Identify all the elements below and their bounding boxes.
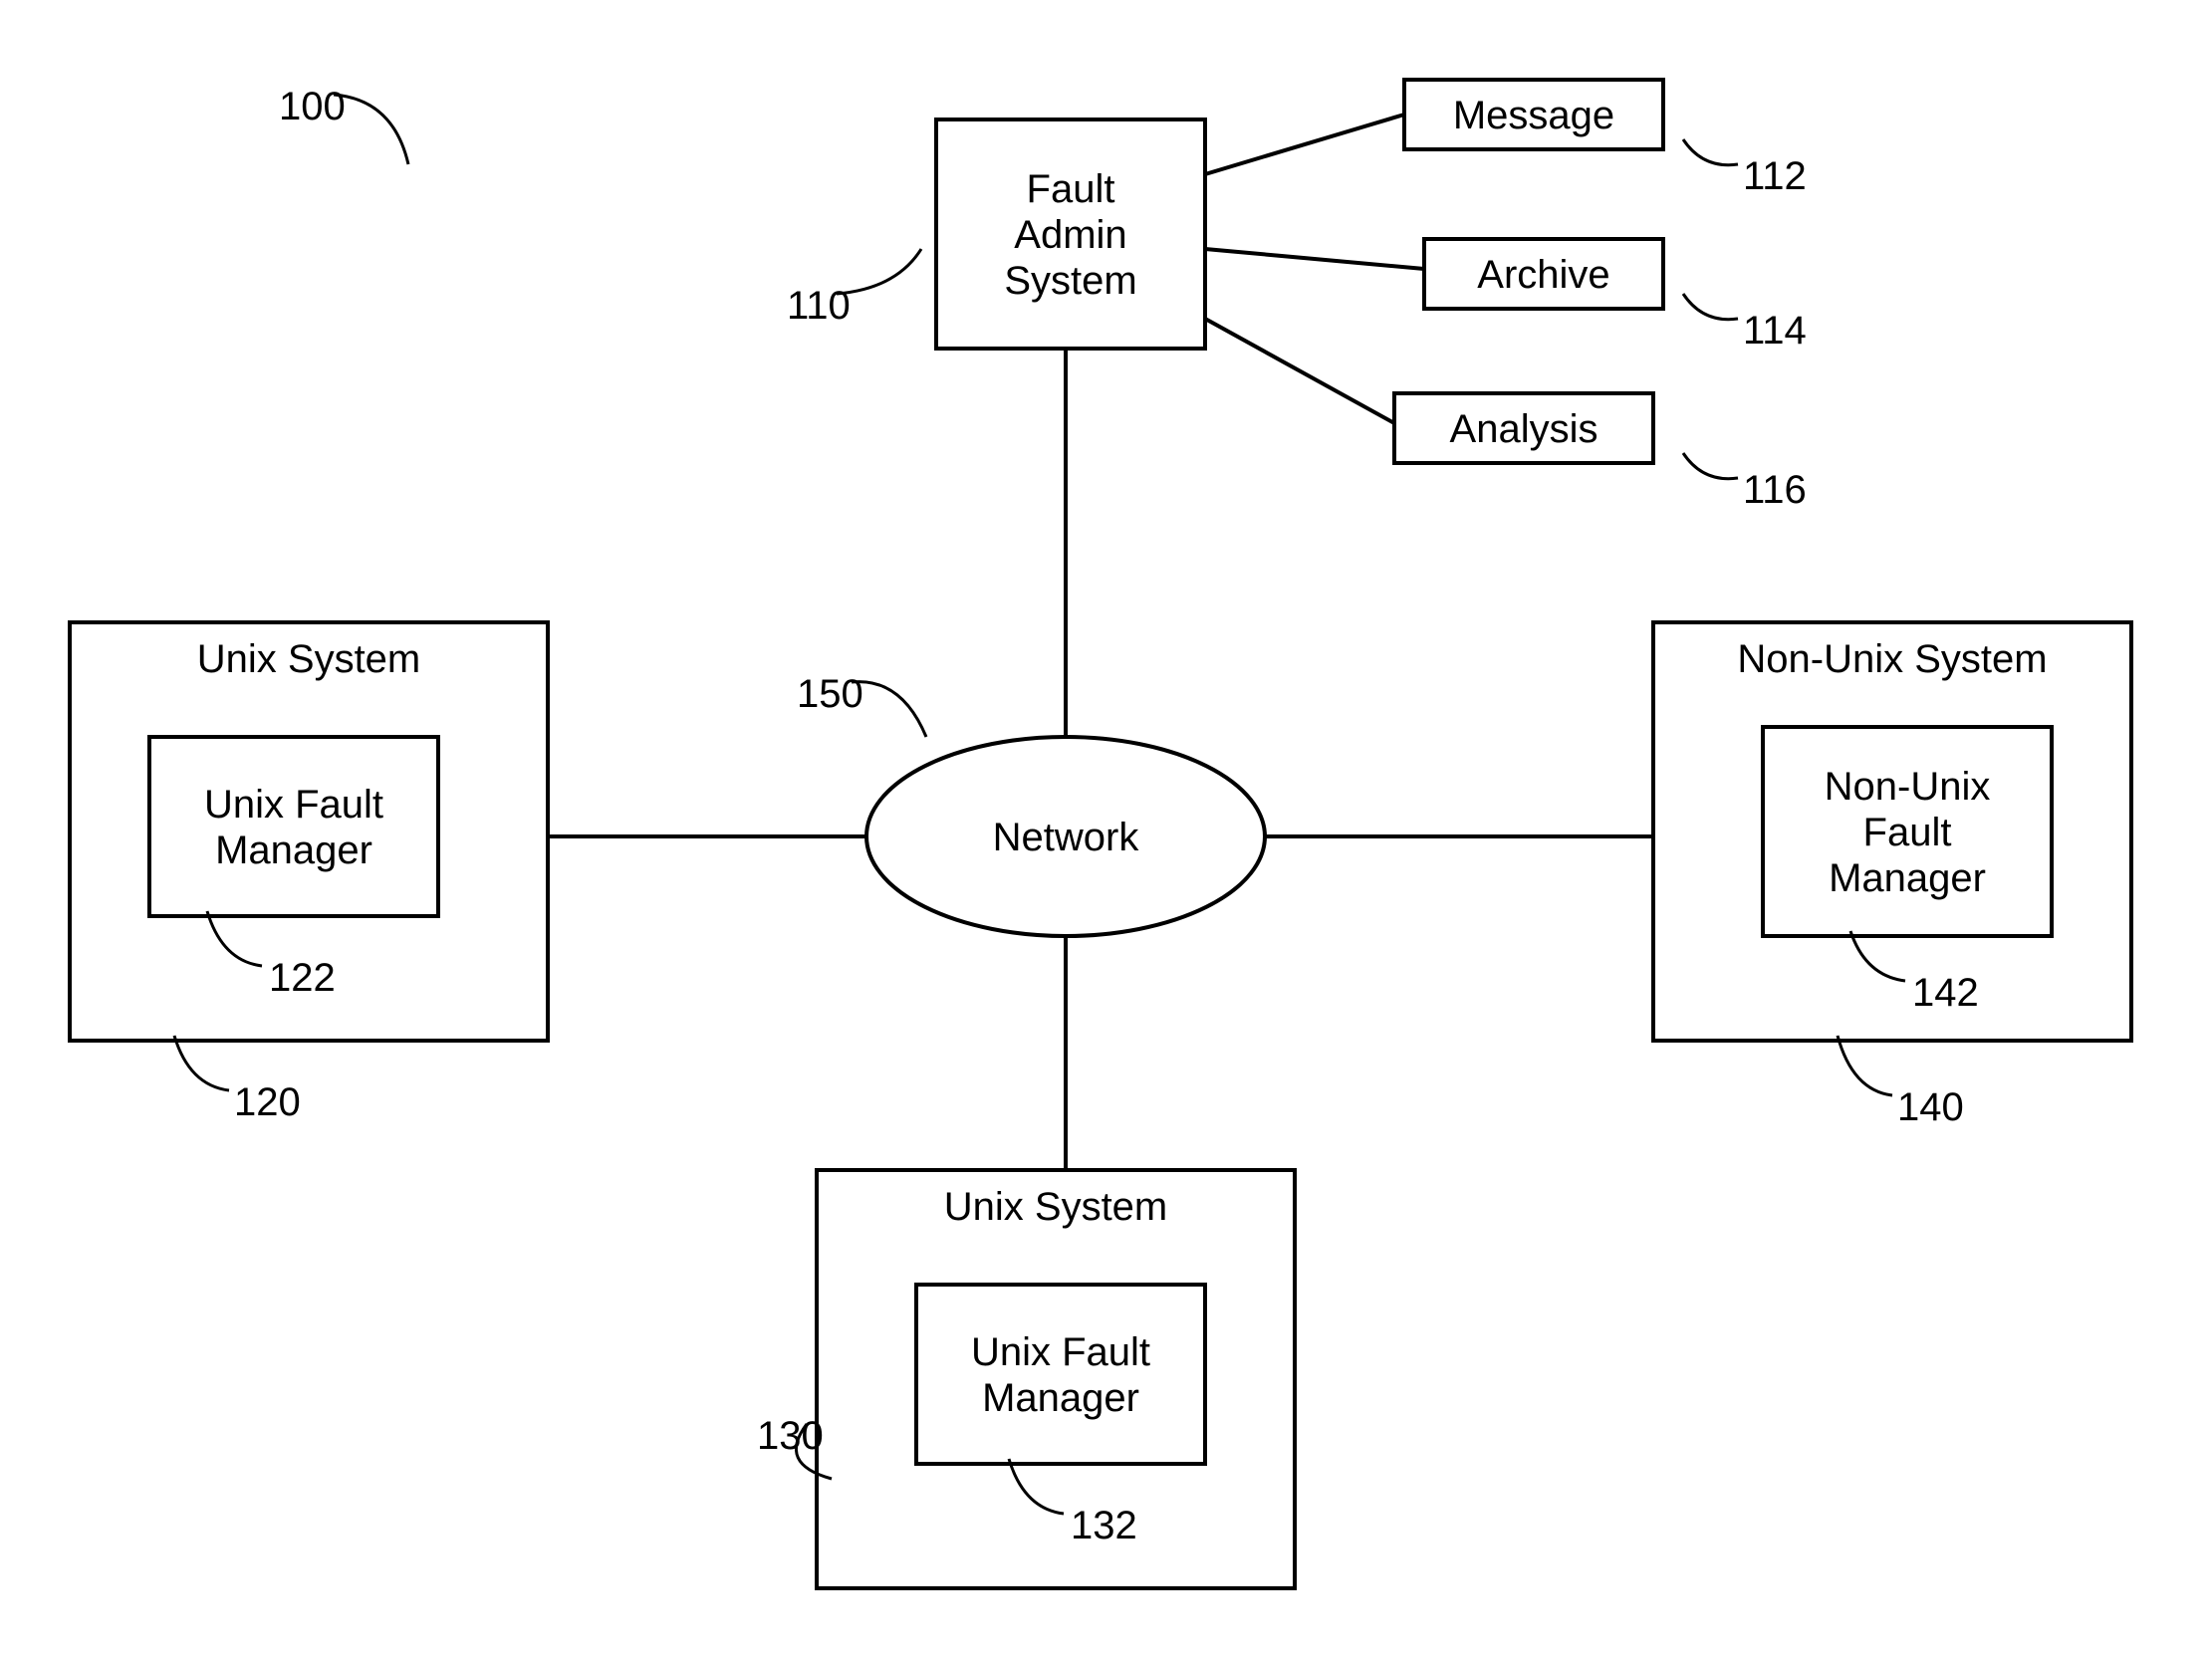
unix-bottom-outer-ref: 130 [757, 1414, 824, 1458]
nonunix-right-outer-ref: 140 [1897, 1085, 1964, 1129]
fault-admin-label: Admin [1014, 213, 1126, 257]
unix-bottom-inner-label: Manager [982, 1376, 1139, 1420]
figure-ref-100: 100 [279, 85, 346, 128]
nonunix-right-inner-ref: 142 [1912, 971, 1979, 1015]
unix-left-outer-ref: 120 [234, 1080, 301, 1124]
unix-left-inner-ref: 122 [269, 956, 336, 1000]
unix-left-inner-label: Manager [215, 829, 372, 872]
unix-left-outer-label: Unix System [197, 637, 421, 681]
network-ref: 150 [797, 672, 863, 716]
archive-label: Archive [1477, 253, 1609, 297]
unix-left-inner-label: Unix Fault [204, 783, 383, 827]
analysis-label: Analysis [1450, 407, 1598, 451]
nonunix-right-inner-label: Manager [1829, 856, 1986, 900]
archive-ref: 114 [1743, 309, 1807, 353]
message-ref: 112 [1743, 154, 1807, 198]
fault-admin-label: System [1004, 259, 1136, 303]
analysis-ref: 116 [1743, 468, 1807, 512]
message-label: Message [1453, 94, 1614, 137]
fault-admin-label: Fault [1027, 167, 1115, 211]
fault-admin-ref: 110 [787, 284, 851, 328]
unix-bottom-outer-label: Unix System [944, 1185, 1168, 1229]
nonunix-right-inner-label: Non-Unix [1825, 765, 1991, 809]
unix-bottom-inner-ref: 132 [1071, 1504, 1137, 1547]
unix-bottom-inner-label: Unix Fault [971, 1330, 1150, 1374]
network-label: Network [993, 816, 1140, 859]
nonunix-right-inner-label: Fault [1863, 811, 1952, 854]
nonunix-right-outer-label: Non-Unix System [1737, 637, 2047, 681]
